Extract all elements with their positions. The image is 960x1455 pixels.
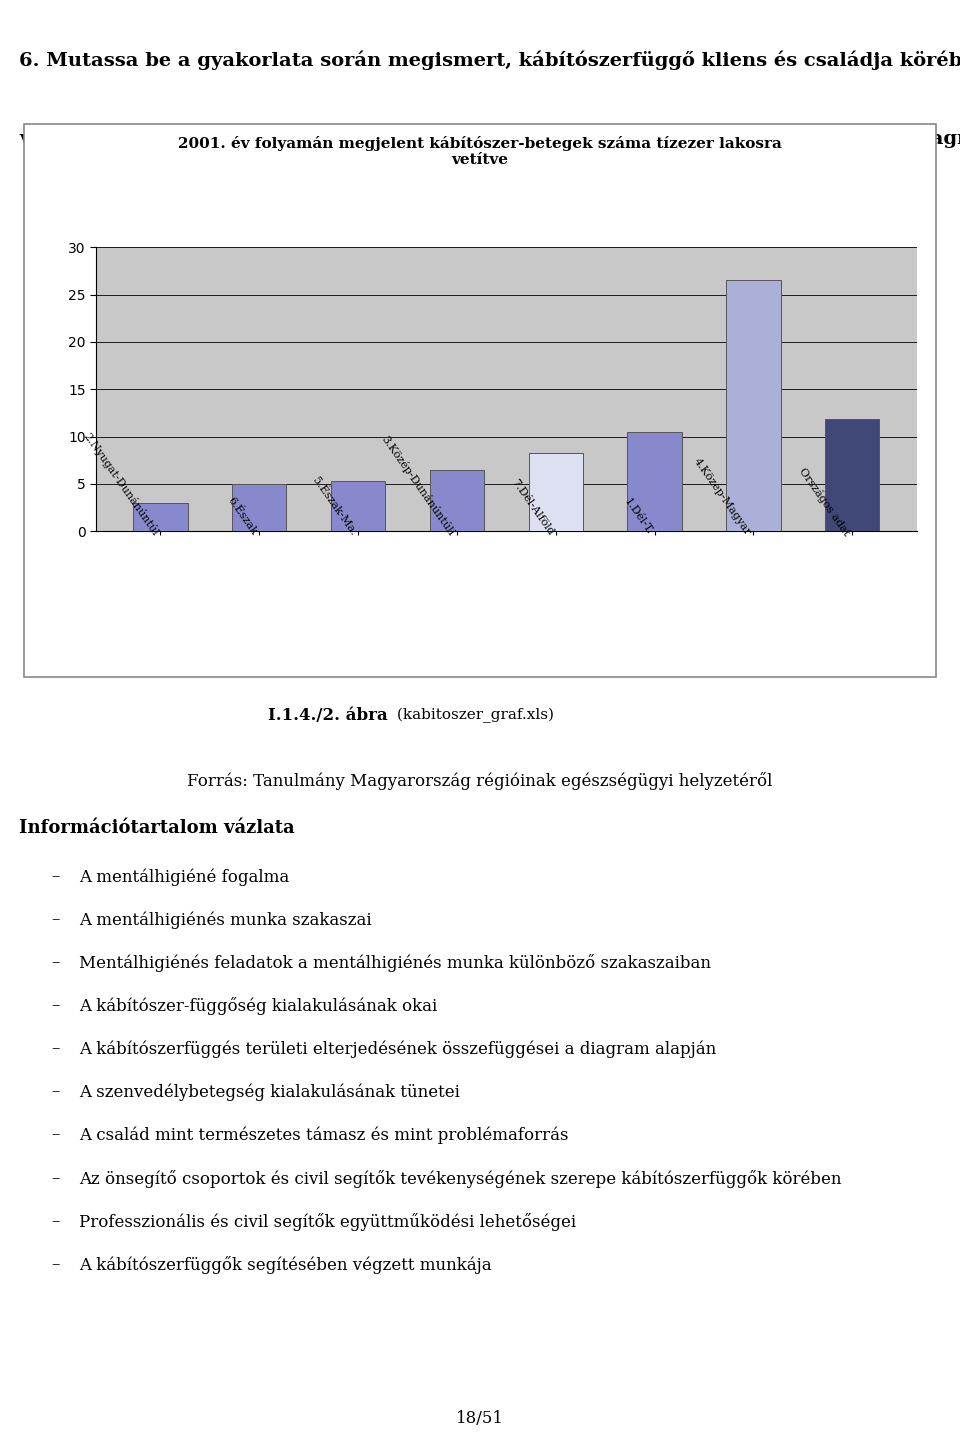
Text: –: –: [52, 1170, 60, 1187]
Text: A család mint természetes támasz és mint problémaforrás: A család mint természetes támasz és mint…: [79, 1126, 568, 1144]
Text: 6.Észak: 6.Észak: [226, 495, 259, 537]
Text: –: –: [52, 954, 60, 972]
Text: 18/51: 18/51: [456, 1410, 504, 1427]
Text: A szenvedélybetegség kialakulásának tünetei: A szenvedélybetegség kialakulásának tüne…: [79, 1084, 460, 1101]
Text: 5.Észak-Ma.: 5.Észak-Ma.: [310, 474, 358, 537]
Text: 2001. év folyamán megjelent kábítószer-betegek száma tízezer lakosra
vetítve: 2001. év folyamán megjelent kábítószer-b…: [178, 135, 782, 167]
Text: –: –: [52, 1084, 60, 1100]
Bar: [232, 483, 286, 531]
Text: –: –: [52, 1256, 60, 1273]
Text: A kábítószerfüggés területi elterjedésének összefüggései a diagram alapján: A kábítószerfüggés területi elterjedésén…: [79, 1040, 716, 1058]
Text: 2.Nyugat-Dunánúntúl: 2.Nyugat-Dunánúntúl: [81, 431, 160, 537]
Bar: [529, 453, 583, 531]
Text: –: –: [52, 1126, 60, 1144]
Bar: [331, 482, 385, 531]
Text: Professzionális és civil segítők együttműködési lehetőségei: Professzionális és civil segítők együttm…: [79, 1212, 576, 1231]
Text: (kabitoszer_graf.xls): (kabitoszer_graf.xls): [393, 709, 555, 723]
Text: Az önsegítő csoportok és civil segítők tevékenységének szerepe kábítószerfüggők : Az önsegítő csoportok és civil segítők t…: [79, 1170, 842, 1187]
Text: –: –: [52, 869, 60, 885]
Bar: [628, 432, 682, 531]
Bar: [430, 470, 484, 531]
Bar: [826, 419, 879, 531]
Text: –: –: [52, 1212, 60, 1229]
Text: –: –: [52, 1040, 60, 1058]
Text: Forrás: Tanulmány Magyarország régióinak egészségügyi helyzetéről: Forrás: Tanulmány Magyarország régióinak…: [187, 773, 773, 790]
Text: I.1.4./2. ábra: I.1.4./2. ábra: [268, 707, 388, 725]
Bar: [727, 281, 780, 531]
Text: 7.Dél-Alföld: 7.Dél-Alföld: [510, 477, 556, 537]
Text: 1.Dél-T.: 1.Dél-T.: [622, 496, 655, 537]
Bar: [133, 502, 187, 531]
Text: 6. Mutassa be a gyakorlata során megismert, kábítószerfüggő kliens és családja k: 6. Mutassa be a gyakorlata során megisme…: [19, 51, 960, 70]
Text: A mentálhigiénés munka szakaszai: A mentálhigiénés munka szakaszai: [79, 911, 372, 928]
Text: A mentálhigiéné fogalma: A mentálhigiéné fogalma: [79, 869, 289, 886]
Text: Mentálhigiénés feladatok a mentálhigiénés munka különböző szakaszaiban: Mentálhigiénés feladatok a mentálhigiéné…: [79, 954, 711, 972]
Text: 3.Közép-Dunánúntúli: 3.Közép-Dunánúntúli: [379, 434, 457, 537]
Text: 4.Közép-Magyar: 4.Közép-Magyar: [692, 455, 754, 537]
Text: –: –: [52, 911, 60, 928]
Text: –: –: [52, 998, 60, 1014]
Text: Országos adat: Országos adat: [797, 466, 852, 537]
Text: A kábítószerfüggők segítésében végzett munkája: A kábítószerfüggők segítésében végzett m…: [79, 1256, 492, 1273]
Text: végzett segítő, támogató tevékenységét! Válaszában használja fel az alábbi oszlo: végzett segítő, támogató tevékenységét! …: [19, 128, 960, 147]
Text: Információtartalom vázlata: Információtartalom vázlata: [19, 819, 295, 837]
Text: A kábítószer-függőség kialakulásának okai: A kábítószer-függőség kialakulásának oka…: [79, 998, 438, 1016]
